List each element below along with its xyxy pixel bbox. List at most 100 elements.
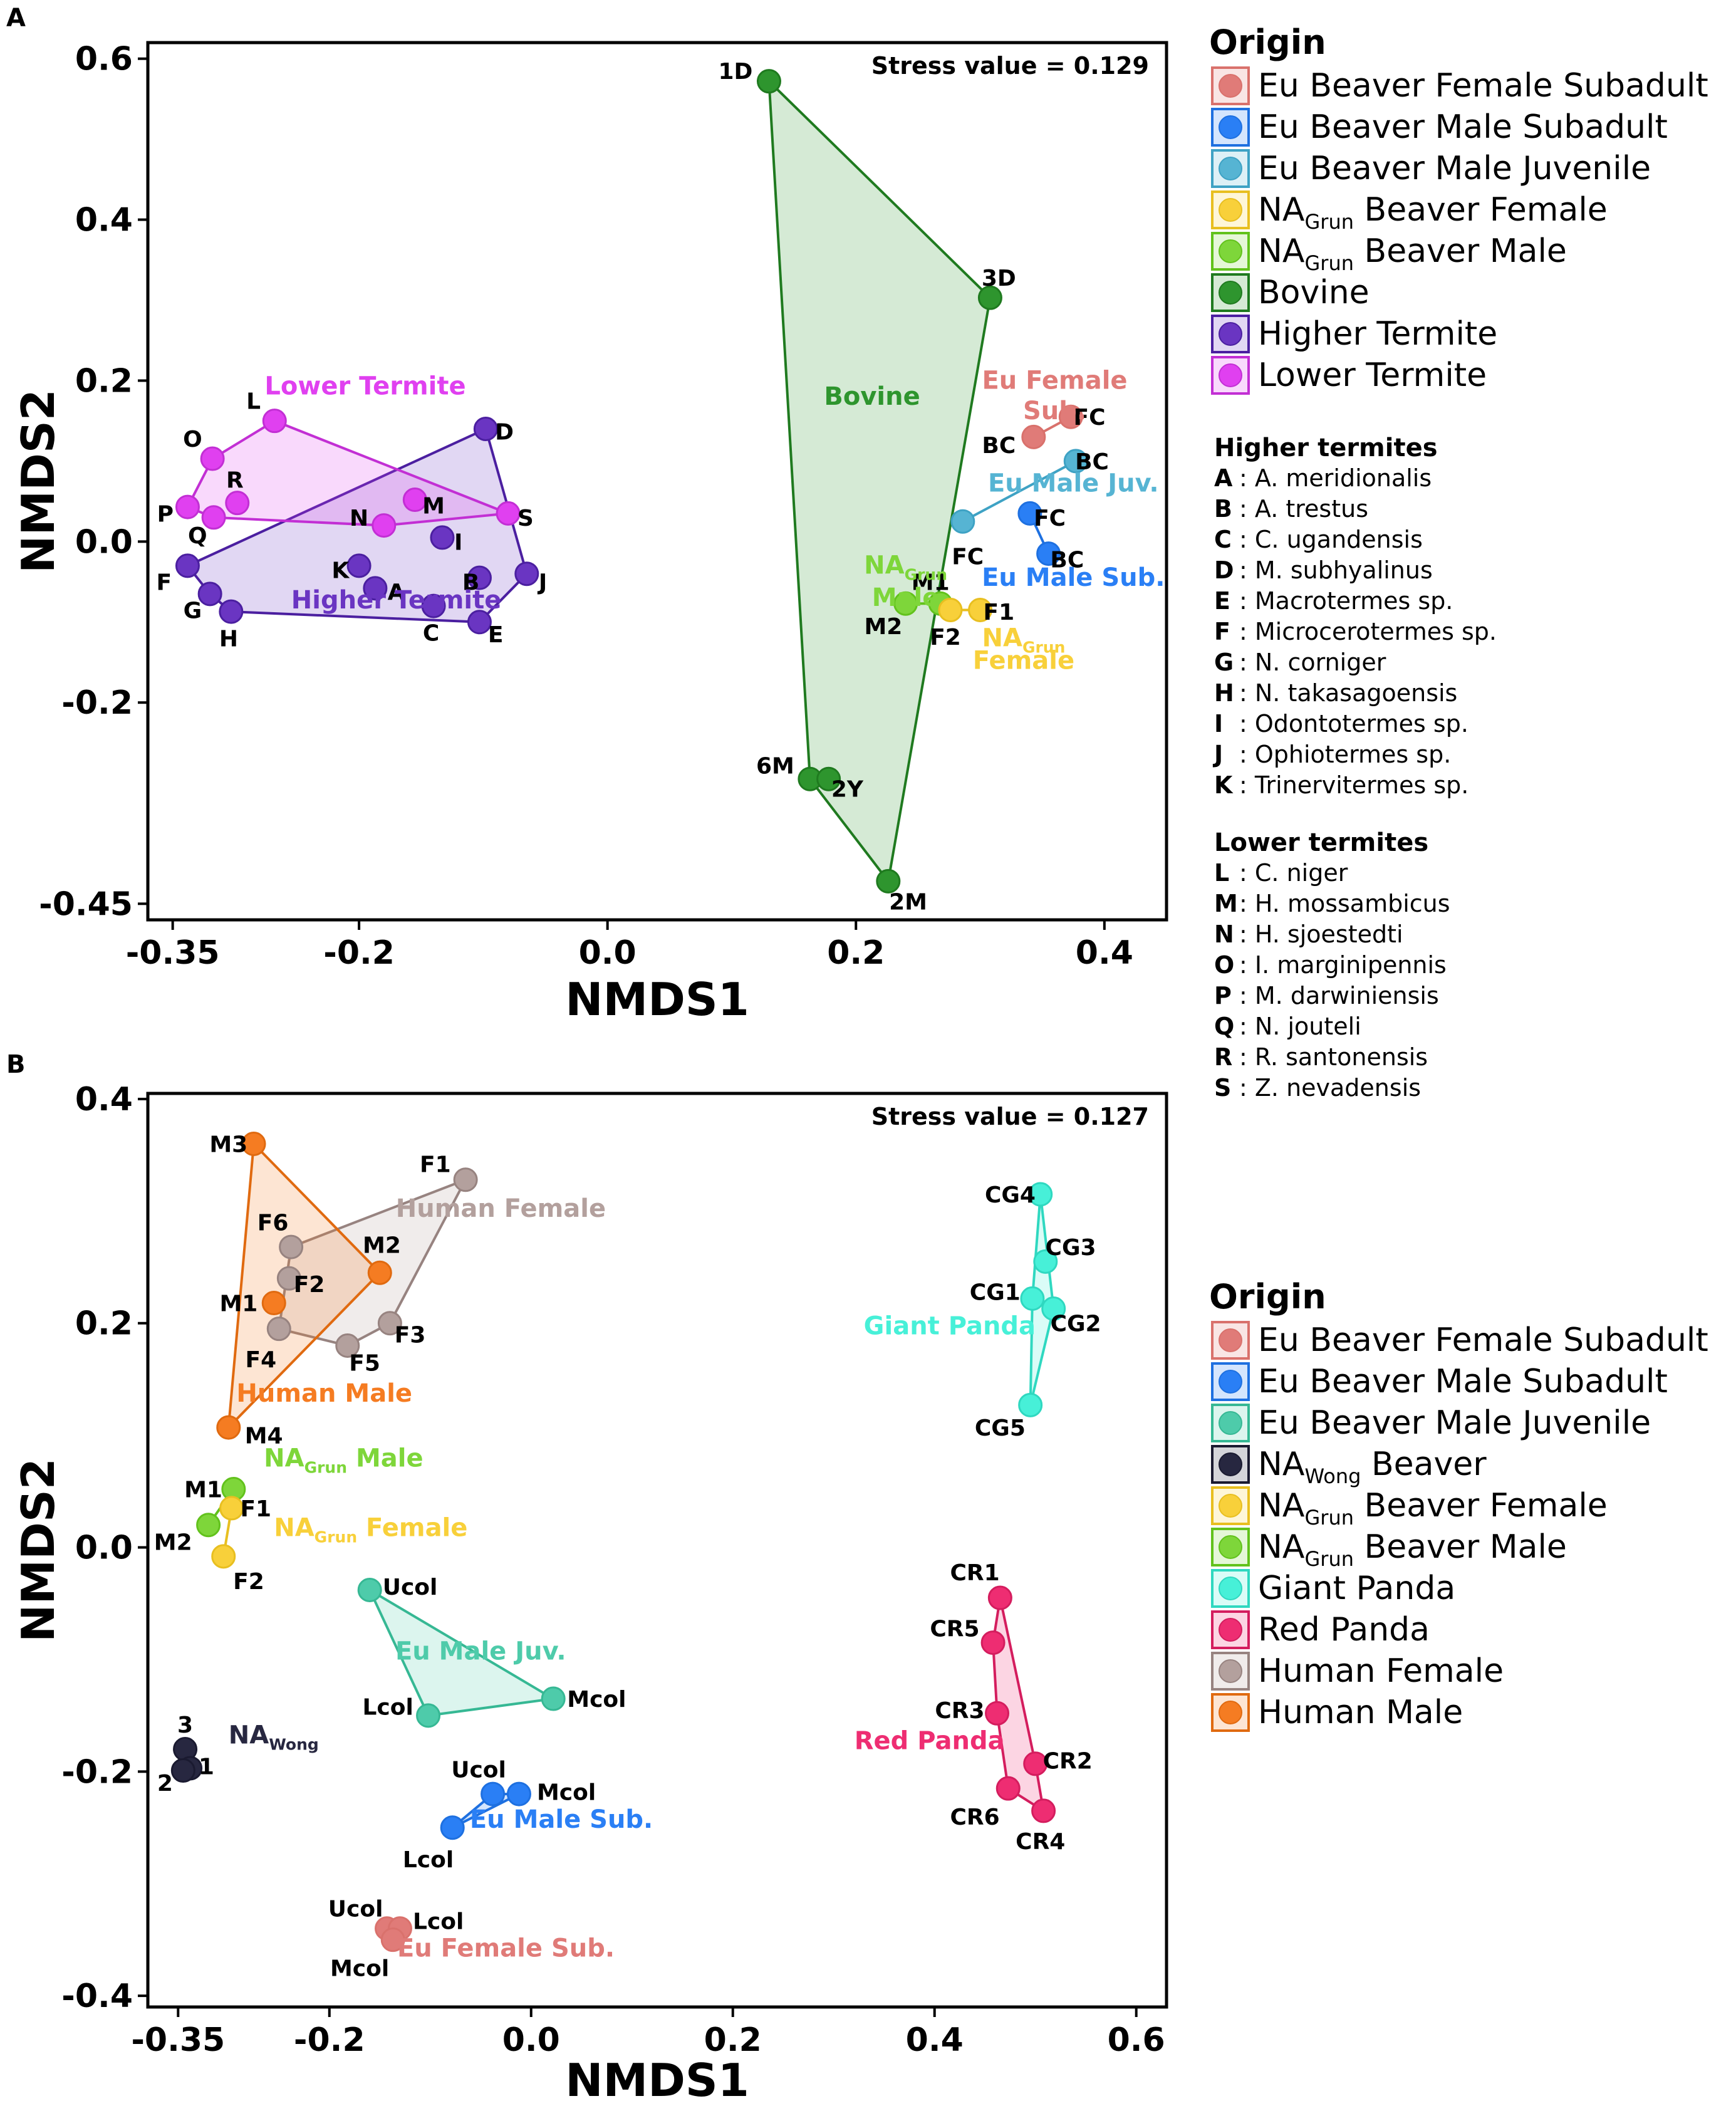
- data-point: [196, 1513, 221, 1538]
- plot-frame: [146, 41, 1168, 922]
- data-point: [346, 553, 372, 578]
- y-tick-label: 0.0: [75, 1530, 133, 1567]
- legend-label: NAWong Beaver: [1258, 1446, 1487, 1488]
- legend-marker: [1219, 1411, 1242, 1435]
- legend-marker: [1219, 1535, 1242, 1559]
- data-point: [1031, 1798, 1056, 1823]
- data-point: [219, 1496, 244, 1521]
- key-letter: A: [1214, 464, 1233, 492]
- point-label: E: [488, 622, 504, 648]
- legend-title: Origin: [1209, 23, 1326, 62]
- key-letter: M: [1214, 890, 1238, 917]
- group-label: Eu Male Sub.: [982, 563, 1165, 592]
- x-tick-label: -0.35: [126, 934, 220, 972]
- point-label: CR5: [930, 1616, 979, 1642]
- point-label: N: [350, 506, 368, 531]
- point-label: Mcol: [330, 1956, 389, 1981]
- data-point: [496, 501, 521, 526]
- x-tick-label: -0.2: [323, 934, 395, 972]
- point-label: 6M: [756, 753, 794, 779]
- plot-frame: [146, 1092, 1168, 2009]
- x-tick-label: -0.35: [131, 2021, 225, 2059]
- point-label: 3: [177, 1712, 193, 1738]
- key-name: : Microcerotermes sp.: [1239, 618, 1497, 645]
- point-label: M4: [245, 1424, 283, 1449]
- point-label: 2M: [889, 889, 927, 915]
- point-label: F: [156, 570, 172, 596]
- point-label: F3: [395, 1323, 426, 1348]
- key-name: : H. mossambicus: [1239, 890, 1450, 917]
- data-point: [876, 868, 901, 894]
- key-letter: J: [1212, 741, 1223, 768]
- point-label: M1: [184, 1478, 222, 1503]
- point-label: Ucol: [451, 1758, 506, 1783]
- data-point: [1033, 1249, 1058, 1274]
- legend-marker: [1219, 281, 1242, 305]
- hull-bovine: [767, 80, 992, 883]
- group-label: Bovine: [824, 382, 920, 411]
- point-label: R: [226, 467, 244, 493]
- point-label: A: [388, 580, 405, 605]
- key-letter: I: [1214, 710, 1223, 738]
- legend-label: Bovine: [1258, 274, 1370, 311]
- legend-swatch: [1211, 273, 1250, 312]
- data-point: [541, 1686, 566, 1711]
- y-tick-label: -0.2: [61, 684, 133, 722]
- legend-marker: [1219, 1577, 1242, 1600]
- key-name: : Odontotermes sp.: [1239, 710, 1468, 738]
- x-tick-label: 0.0: [502, 2021, 560, 2059]
- point-label: M1: [219, 1291, 257, 1317]
- key-letter: S: [1214, 1074, 1231, 1102]
- key-name: : C. ugandensis: [1239, 526, 1423, 553]
- data-point: [1028, 1182, 1053, 1207]
- legend-label: Eu Beaver Male Subadult: [1258, 1363, 1668, 1400]
- point-label: F2: [233, 1569, 264, 1595]
- point-label: K: [331, 558, 350, 583]
- point-label: P: [157, 501, 174, 527]
- legend-label: Eu Beaver Female Subadult: [1258, 67, 1708, 105]
- group-label: Sub.: [1023, 397, 1086, 425]
- key-name: : N. corniger: [1239, 649, 1386, 676]
- y-tick-label: -0.45: [39, 885, 133, 923]
- point-label: FC: [952, 544, 984, 570]
- data-point: [262, 409, 287, 434]
- x-tick-label: 0.2: [827, 934, 885, 972]
- point-label: 1: [199, 1754, 214, 1780]
- group-label: NAWong: [229, 1721, 319, 1754]
- point-label: M2: [154, 1530, 192, 1556]
- x-tick-label: -0.2: [294, 2021, 365, 2059]
- data-point: [453, 1167, 478, 1192]
- key-name: : A. meridionalis: [1239, 464, 1432, 492]
- key-title-higher: Higher termites: [1214, 434, 1438, 462]
- legend-marker: [1219, 322, 1242, 346]
- key-name: : Trinervitermes sp.: [1239, 771, 1468, 799]
- data-point: [987, 1585, 1012, 1610]
- key-letter: E: [1214, 587, 1230, 615]
- legend-marker: [1219, 157, 1242, 180]
- data-point: [430, 525, 455, 550]
- key-name: : N. takasagoensis: [1239, 679, 1457, 707]
- legend-marker: [1219, 363, 1242, 387]
- point-label: BC: [1075, 449, 1109, 475]
- key-letter: D: [1214, 556, 1234, 584]
- key-name: : N. jouteli: [1239, 1013, 1361, 1040]
- data-point: [200, 446, 225, 471]
- group-label: Eu Male Sub.: [470, 1805, 653, 1834]
- legend-label: Eu Beaver Male Juvenile: [1258, 150, 1651, 187]
- data-point: [175, 494, 200, 519]
- point-label: C: [423, 620, 439, 646]
- point-label: CR2: [1043, 1748, 1093, 1774]
- data-point: [372, 513, 397, 538]
- legend-marker: [1219, 115, 1242, 139]
- point-label: F4: [245, 1347, 276, 1373]
- x-tick-label: 0.0: [579, 934, 637, 972]
- point-label: 1D: [718, 59, 752, 85]
- data-point: [467, 565, 492, 590]
- key-letter: C: [1214, 526, 1232, 553]
- key-name: : Ophiotermes sp.: [1239, 741, 1451, 768]
- x-axis-title: NMDS1: [565, 973, 749, 1026]
- x-tick-label: 0.2: [704, 2021, 762, 2059]
- data-point: [219, 599, 244, 624]
